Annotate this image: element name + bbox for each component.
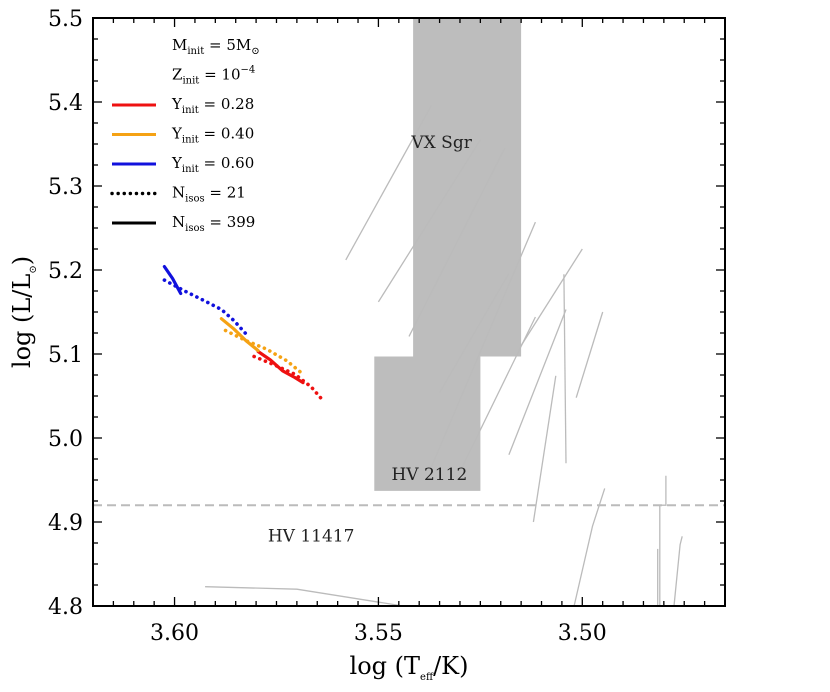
x-tick-label: 3.55 — [354, 621, 403, 646]
region-labels-layer: VX Sgr HV 2112 HV 11417 — [268, 133, 473, 546]
y-tick-label: 5.0 — [48, 427, 83, 452]
label-vx-sgr: VX Sgr — [410, 133, 472, 153]
legend: Minit = 5M⊙ Zinit = 10−4 Yinit = 0.28 Yinit… — [110, 36, 260, 234]
legend-label-1: Zinit = 10−4 — [172, 65, 255, 87]
background-track-6 — [520, 248, 583, 346]
legend-label-6: Nisos = 399 — [172, 213, 255, 234]
series-3 — [223, 328, 305, 377]
y-tick-label: 5.5 — [48, 7, 83, 32]
x-axis-title: log (Teff/K) — [350, 652, 469, 683]
series-5 — [162, 278, 248, 336]
y-tick-label: 5.3 — [48, 175, 83, 200]
series-4 — [162, 265, 183, 296]
background-track-10 — [575, 311, 604, 398]
ticks-layer: 3.60 3.55 3.50 4.8 4.9 5.0 5.1 5.2 5.3 5.4 5.5 — [48, 7, 726, 646]
series-layer — [162, 265, 326, 403]
y-tick-label: 4.9 — [48, 511, 83, 536]
background-track-4 — [428, 221, 536, 472]
background-track-8 — [532, 375, 557, 523]
y-tick-label: 5.1 — [48, 343, 83, 368]
x-tick-label: 3.60 — [150, 621, 199, 646]
background-track-12 — [659, 475, 667, 606]
legend-label-4: Yinit = 0.60 — [171, 154, 254, 175]
background-track-13 — [673, 536, 683, 607]
y-tick-label: 5.2 — [48, 259, 83, 284]
background-track-15 — [205, 586, 404, 607]
background-track-0 — [345, 105, 432, 261]
regions-layer — [374, 18, 522, 491]
background-track-7 — [508, 309, 567, 456]
series-1 — [252, 354, 326, 403]
y-tick-label: 5.4 — [48, 91, 83, 116]
x-tick-label: 3.50 — [558, 621, 607, 646]
background-track-9 — [563, 274, 567, 464]
background-track-1 — [377, 139, 481, 303]
label-hv-11417: HV 11417 — [268, 526, 355, 546]
background-tracks-layer — [205, 105, 683, 607]
background-track-2 — [408, 147, 506, 337]
y-tick-label: 4.8 — [48, 595, 83, 620]
series-0 — [256, 349, 305, 385]
legend-label-5: Nisos = 21 — [172, 184, 246, 205]
legend-label-0: Minit = 5M⊙ — [172, 36, 260, 57]
background-track-11 — [573, 488, 606, 607]
legend-label-3: Yinit = 0.40 — [171, 125, 254, 146]
region-vx-sgr — [413, 18, 522, 357]
legend-label-2: Yinit = 0.28 — [171, 95, 254, 116]
y-axis-title: log (L/L⊙) — [8, 256, 39, 368]
background-track-3 — [439, 273, 510, 393]
region-hv-2112 — [374, 356, 481, 491]
series-2 — [219, 317, 260, 353]
label-hv-2112: HV 2112 — [391, 465, 467, 485]
